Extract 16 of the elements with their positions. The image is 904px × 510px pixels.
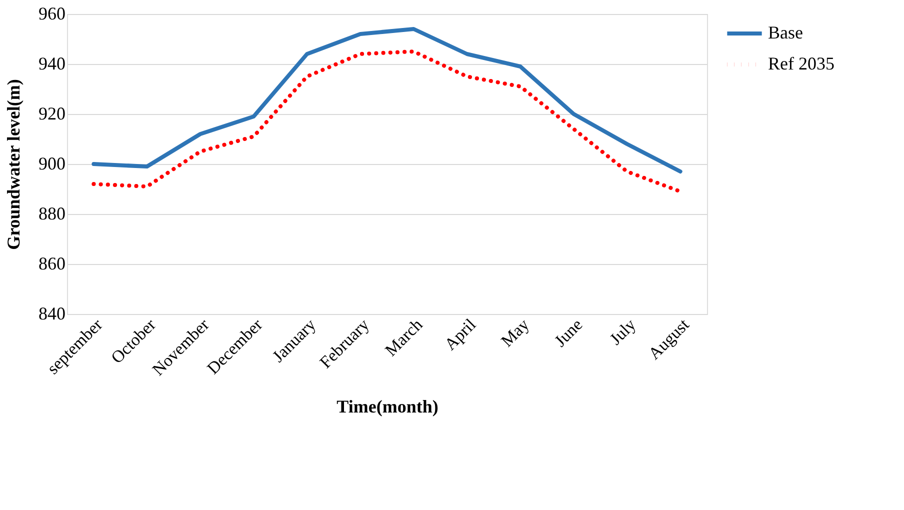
y-tick-label: 840 [38, 304, 66, 324]
y-axis-title: Groundwater level(m) [4, 79, 24, 250]
x-tick-label: June [550, 315, 586, 351]
legend-label: Ref 2035 [768, 54, 834, 74]
line-series [92, 50, 682, 194]
y-tick-label: 940 [38, 54, 66, 74]
x-tick-label: July [606, 314, 640, 349]
line-series [92, 27, 682, 174]
y-tick-label: 920 [38, 104, 66, 124]
x-axis-title: Time(month) [336, 396, 438, 417]
y-tick-label: 900 [38, 154, 66, 174]
y-tick-label: 960 [38, 4, 66, 24]
y-tick-label: 880 [38, 204, 66, 224]
y-tick-label: 860 [38, 254, 66, 274]
x-tick-label: May [497, 314, 534, 351]
legend-label: Base [768, 22, 803, 42]
